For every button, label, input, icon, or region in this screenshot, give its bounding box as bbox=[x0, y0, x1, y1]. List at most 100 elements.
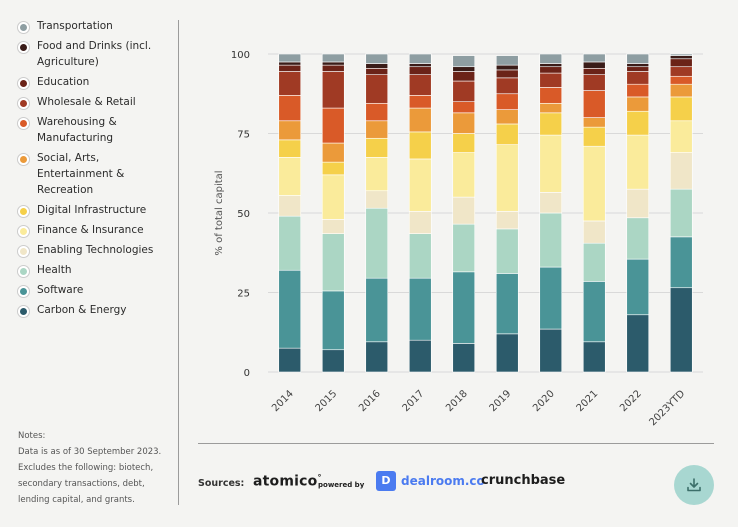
bar-segment bbox=[365, 74, 389, 104]
dealroom-icon-letter: D bbox=[381, 474, 391, 487]
bar-segment bbox=[539, 53, 563, 64]
download-button[interactable] bbox=[674, 465, 714, 505]
bar-segment bbox=[408, 107, 432, 133]
atomico-logo-mark: ° bbox=[317, 473, 322, 482]
legend-swatch bbox=[18, 42, 29, 53]
bar-segment bbox=[321, 53, 345, 63]
bar-segment bbox=[278, 53, 302, 63]
legend-item: Wholesale & Retail bbox=[18, 96, 178, 110]
legend-item: Education bbox=[18, 76, 178, 90]
x-tick-label: 2016 bbox=[357, 388, 383, 414]
bar-segment bbox=[582, 68, 606, 75]
legend-label: Software bbox=[37, 284, 84, 296]
legend-item: Carbon & Energy bbox=[18, 304, 178, 318]
bar-segment bbox=[669, 188, 693, 238]
bar-segment bbox=[539, 66, 563, 74]
bar-segment bbox=[408, 277, 432, 341]
bar-segment bbox=[626, 71, 650, 85]
bar-segment bbox=[669, 75, 693, 85]
legend-swatch bbox=[18, 118, 29, 129]
bar-segment bbox=[408, 95, 432, 109]
bar-segment bbox=[495, 64, 519, 71]
bar-segment bbox=[321, 174, 345, 220]
bar-segment bbox=[495, 109, 519, 125]
notes: Notes: Data is as of 30 September 2023. … bbox=[18, 431, 162, 505]
bar-segment bbox=[452, 223, 476, 273]
bar-segment bbox=[452, 271, 476, 344]
bar-segment bbox=[365, 53, 389, 64]
legend-label: Health bbox=[37, 264, 72, 276]
bar-segment bbox=[626, 53, 650, 64]
bar-segment bbox=[278, 195, 302, 217]
bar-segment bbox=[495, 77, 519, 95]
bar-segment bbox=[408, 131, 432, 160]
dealroom-logo[interactable]: dealroom.co bbox=[401, 474, 485, 488]
legend-item: Social, Arts, Entertainment & Recreation bbox=[18, 152, 178, 198]
crunchbase-logo[interactable]: crunchbase bbox=[481, 473, 566, 488]
bar-segment bbox=[626, 63, 650, 68]
bar-segment bbox=[321, 71, 345, 109]
bar-segment bbox=[278, 71, 302, 96]
legend-label: Transportation bbox=[37, 20, 113, 32]
bar-segment bbox=[452, 112, 476, 134]
bar-segment bbox=[365, 207, 389, 279]
bar-segment bbox=[278, 157, 302, 196]
bar-segment bbox=[495, 55, 519, 66]
atomico-logo-text: atomico bbox=[253, 473, 318, 490]
bar-segment bbox=[626, 96, 650, 112]
legend-label: Food and Drinks (incl. Agriculture) bbox=[37, 40, 152, 68]
x-tick-label: 2021 bbox=[575, 388, 601, 414]
bar-segment bbox=[495, 273, 519, 335]
legend-item: Enabling Technologies bbox=[18, 244, 178, 258]
x-tick-label: 2023YTD bbox=[648, 388, 688, 428]
bar-segment bbox=[408, 74, 432, 96]
bar-segment bbox=[539, 134, 563, 193]
bar-segment bbox=[626, 217, 650, 260]
bar-segment bbox=[669, 66, 693, 77]
bar-segment bbox=[278, 64, 302, 72]
bar-segment bbox=[278, 61, 302, 66]
bar-segment bbox=[626, 258, 650, 316]
legend-item: Software bbox=[18, 284, 178, 298]
x-tick-label: 2019 bbox=[488, 388, 514, 414]
legend-label: Education bbox=[37, 76, 90, 88]
bar-segment bbox=[365, 137, 389, 158]
bar-segment bbox=[495, 69, 519, 79]
bar-segment bbox=[495, 144, 519, 212]
bar-segment bbox=[539, 266, 563, 330]
bar-segment bbox=[408, 66, 432, 75]
bar-segment bbox=[495, 228, 519, 274]
legend-swatch bbox=[18, 286, 29, 297]
vertical-divider bbox=[178, 20, 179, 505]
dealroom-logo-icon: D bbox=[376, 471, 396, 491]
bar-segment bbox=[452, 101, 476, 114]
bar-segment bbox=[582, 126, 606, 147]
bar-segment bbox=[582, 90, 606, 118]
bar-segment bbox=[495, 123, 519, 145]
bar-segment bbox=[365, 120, 389, 139]
legend-label: Finance & Insurance bbox=[37, 224, 144, 236]
bar-segment bbox=[365, 190, 389, 209]
y-tick-label: 25 bbox=[237, 289, 250, 300]
bar-segment bbox=[408, 158, 432, 212]
bar-segment bbox=[321, 219, 345, 234]
bar-segment bbox=[582, 145, 606, 222]
bar-segment bbox=[408, 233, 432, 279]
atomico-logo[interactable]: atomico° bbox=[253, 473, 322, 490]
legend-swatch bbox=[18, 266, 29, 277]
y-tick-label: 0 bbox=[244, 368, 250, 379]
legend-label: Wholesale & Retail bbox=[37, 96, 136, 108]
bar-segment bbox=[539, 328, 563, 373]
bar-segment bbox=[626, 66, 650, 72]
bar-segment bbox=[321, 161, 345, 176]
bar-segment bbox=[495, 211, 519, 230]
legend-swatch bbox=[18, 306, 29, 317]
bar-segment bbox=[408, 53, 432, 64]
legend-item: Finance & Insurance bbox=[18, 224, 178, 238]
x-tick-label: 2014 bbox=[270, 388, 296, 414]
bar-segment bbox=[626, 188, 650, 219]
bar-segment bbox=[408, 339, 432, 373]
powered-by-text: powered by bbox=[318, 481, 365, 489]
bar-segment bbox=[452, 66, 476, 72]
bar-segment bbox=[321, 142, 345, 163]
